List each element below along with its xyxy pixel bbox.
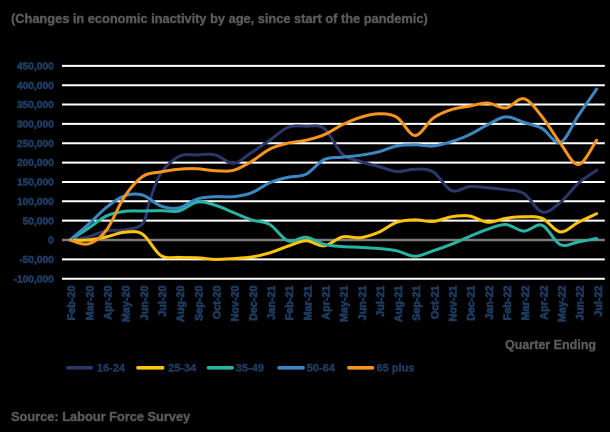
- svg-text:Jan-22: Jan-22: [484, 286, 496, 320]
- svg-text:0: 0: [48, 236, 54, 247]
- svg-text:Source: Labour Force Survey: Source: Labour Force Survey: [11, 409, 191, 424]
- svg-text:Oct-20: Oct-20: [212, 286, 224, 320]
- svg-text:Jul-22: Jul-22: [593, 286, 605, 317]
- svg-text:Sep-20: Sep-20: [193, 286, 205, 321]
- svg-text:Feb-21: Feb-21: [284, 286, 296, 321]
- svg-text:Mar-22: Mar-22: [520, 286, 532, 321]
- svg-text:Jun-20: Jun-20: [139, 286, 151, 321]
- svg-text:-100,000: -100,000: [14, 274, 55, 285]
- svg-text:Jan-21: Jan-21: [266, 286, 278, 320]
- svg-text:Apr-22: Apr-22: [538, 286, 550, 320]
- svg-text:300,000: 300,000: [17, 120, 54, 131]
- svg-text:16-24: 16-24: [97, 363, 126, 375]
- svg-text:Sep-21: Sep-21: [411, 286, 423, 321]
- svg-text:250,000: 250,000: [17, 139, 54, 150]
- svg-text:Aug-20: Aug-20: [175, 286, 187, 323]
- svg-text:Mar-21: Mar-21: [302, 286, 314, 321]
- svg-text:Oct-21: Oct-21: [429, 286, 441, 320]
- svg-text:May-22: May-22: [557, 286, 569, 323]
- svg-text:Mar-20: Mar-20: [84, 286, 96, 321]
- svg-text:May-21: May-21: [339, 286, 351, 323]
- svg-text:Quarter Ending: Quarter Ending: [505, 338, 596, 352]
- svg-text:350,000: 350,000: [17, 100, 54, 111]
- svg-text:Apr-21: Apr-21: [320, 286, 332, 320]
- svg-text:Dec-21: Dec-21: [466, 286, 478, 321]
- svg-text:Jun-21: Jun-21: [357, 286, 369, 321]
- svg-text:100,000: 100,000: [17, 197, 54, 208]
- svg-text:50,000: 50,000: [23, 216, 54, 227]
- svg-text:-50,000: -50,000: [19, 255, 54, 266]
- svg-text:Nov-20: Nov-20: [230, 286, 242, 322]
- svg-text:Apr-20: Apr-20: [103, 286, 115, 320]
- svg-text:Jun-22: Jun-22: [575, 286, 587, 321]
- svg-text:150,000: 150,000: [17, 178, 54, 189]
- svg-text:65 plus: 65 plus: [377, 363, 415, 375]
- svg-text:Feb-20: Feb-20: [66, 286, 78, 321]
- svg-text:Dec-20: Dec-20: [248, 286, 260, 321]
- svg-text:Feb-22: Feb-22: [502, 286, 514, 321]
- svg-text:450,000: 450,000: [17, 61, 54, 72]
- svg-text:May-20: May-20: [121, 286, 133, 323]
- svg-text:Aug-21: Aug-21: [393, 286, 405, 323]
- svg-text:25-34: 25-34: [168, 363, 197, 375]
- svg-text:400,000: 400,000: [17, 81, 54, 92]
- svg-text:Jul-20: Jul-20: [157, 286, 169, 317]
- svg-text:(Changes in economic inactivit: (Changes in economic inactivity by age, …: [11, 11, 428, 26]
- svg-text:Nov-21: Nov-21: [448, 286, 460, 322]
- svg-text:200,000: 200,000: [17, 158, 54, 169]
- svg-text:35-49: 35-49: [236, 363, 264, 375]
- svg-text:50-64: 50-64: [307, 363, 336, 375]
- svg-text:Jul-21: Jul-21: [375, 286, 387, 317]
